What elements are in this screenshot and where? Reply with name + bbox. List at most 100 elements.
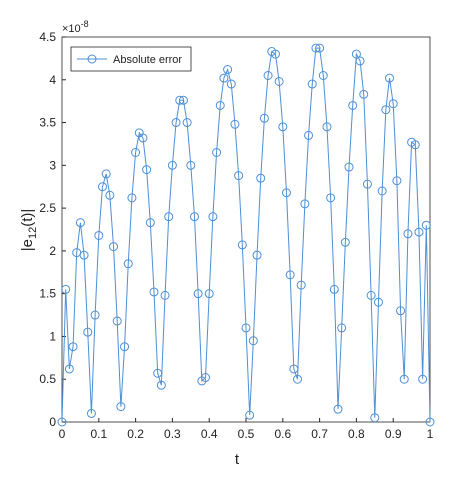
marker	[359, 89, 369, 99]
marker	[362, 179, 372, 189]
marker	[337, 323, 347, 333]
marker	[153, 368, 163, 378]
marker	[326, 193, 336, 203]
y-label-sub: 12	[27, 227, 39, 239]
marker	[270, 49, 280, 59]
x-tick-label: 0.1	[90, 427, 107, 441]
y-tick-label: 0	[49, 415, 56, 429]
marker	[392, 176, 402, 186]
x-tick-label: 0.5	[238, 427, 255, 441]
marker	[237, 240, 247, 250]
marker	[219, 73, 229, 83]
marker	[68, 342, 78, 352]
marker	[381, 105, 391, 115]
x-axis-label: t	[235, 451, 240, 468]
marker	[127, 193, 137, 203]
marker	[421, 220, 431, 230]
y-tick-label: 1	[49, 329, 56, 343]
legend-box	[70, 46, 192, 72]
x-tick-label: 0.2	[127, 427, 144, 441]
marker	[307, 79, 317, 89]
marker	[175, 95, 185, 105]
marker	[86, 408, 96, 418]
marker	[61, 284, 71, 294]
marker	[120, 342, 130, 352]
marker	[333, 404, 343, 414]
marker	[226, 79, 236, 89]
marker	[315, 43, 325, 53]
marker	[57, 417, 67, 427]
plot-area	[61, 36, 431, 423]
marker	[79, 250, 89, 260]
marker	[399, 374, 409, 384]
legend-marker	[87, 54, 97, 64]
x-tick-label: 0.4	[201, 427, 218, 441]
marker	[259, 113, 269, 123]
marker	[377, 186, 387, 196]
marker	[329, 284, 339, 294]
marker	[131, 148, 141, 157]
marker	[355, 56, 365, 66]
marker	[296, 280, 306, 290]
legend-label: Absolute error	[113, 54, 182, 66]
marker	[311, 43, 321, 53]
marker	[410, 140, 420, 150]
x-tick-label: 0	[59, 427, 66, 441]
marker	[178, 95, 188, 105]
marker	[123, 259, 133, 269]
multiplier-base: ×10	[62, 23, 81, 35]
marker	[160, 290, 170, 300]
marker	[366, 290, 376, 300]
marker	[164, 212, 174, 222]
y-tick-label: 3	[49, 158, 56, 172]
marker	[281, 188, 291, 198]
marker	[101, 169, 111, 179]
marker	[215, 100, 225, 110]
marker	[208, 212, 218, 222]
marker	[241, 323, 251, 333]
x-tick-label: 0.3	[164, 427, 181, 441]
marker	[97, 182, 107, 192]
marker	[385, 73, 395, 83]
x-tick-label: 0.9	[385, 427, 402, 441]
y-tick-label: 2	[49, 244, 56, 258]
marker	[90, 310, 100, 320]
marker	[256, 173, 266, 183]
marker	[64, 364, 74, 374]
marker	[83, 327, 93, 337]
marker	[289, 364, 299, 374]
y-tick-label: 0.5	[39, 372, 56, 386]
marker	[370, 413, 380, 423]
marker	[344, 162, 354, 172]
y-tick-label: 4	[49, 73, 56, 87]
y-tick-label: 2.5	[39, 201, 56, 215]
x-tick-label: 1	[427, 427, 434, 441]
marker	[109, 242, 119, 252]
y-tick-label: 4.5	[39, 30, 56, 44]
marker	[351, 49, 361, 59]
marker	[245, 410, 255, 420]
marker	[156, 380, 166, 390]
y-multiplier: ×10-8	[62, 19, 89, 35]
y-tick-label: 3.5	[39, 116, 56, 130]
marker	[75, 218, 85, 228]
marker	[149, 287, 159, 297]
marker	[116, 402, 126, 412]
marker	[138, 133, 148, 143]
marker	[248, 336, 258, 346]
marker	[186, 160, 196, 170]
marker	[322, 122, 332, 132]
marker	[167, 160, 177, 170]
y-label-tail: (t)|	[19, 209, 36, 227]
marker	[274, 76, 284, 86]
marker	[223, 65, 233, 75]
marker	[112, 316, 122, 326]
marker	[318, 71, 328, 80]
marker	[171, 118, 181, 128]
marker	[373, 297, 383, 307]
marker	[340, 237, 350, 247]
marker	[263, 71, 273, 80]
marker	[403, 229, 413, 239]
marker	[182, 118, 192, 128]
marker	[252, 250, 262, 260]
